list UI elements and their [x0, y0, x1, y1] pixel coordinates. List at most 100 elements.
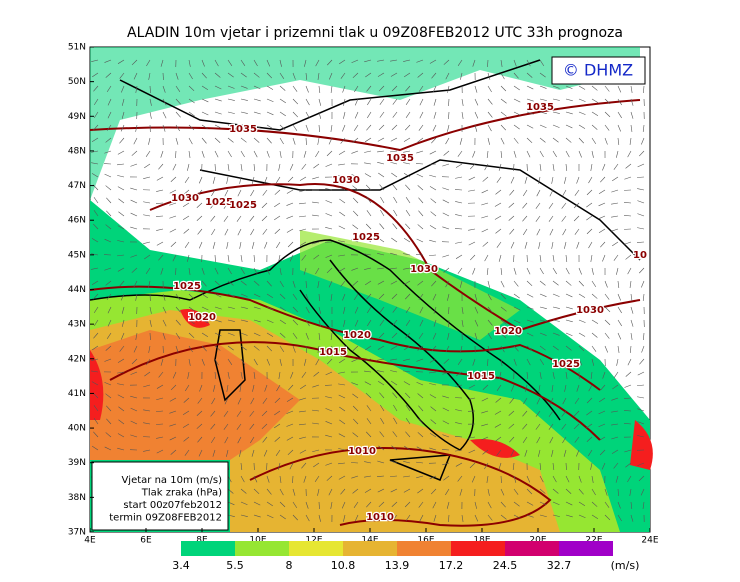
wind-arrow	[392, 98, 398, 105]
wind-arrow	[251, 241, 255, 249]
wind-arrow	[266, 488, 272, 495]
wind-arrow	[600, 384, 606, 391]
wind-arrow	[573, 423, 580, 430]
wind-arrow	[117, 59, 125, 64]
wind-arrow	[366, 210, 372, 217]
wind-arrow	[172, 254, 177, 262]
wind-arrow	[548, 410, 554, 417]
wind-arrow	[364, 238, 372, 243]
wind-arrow	[214, 254, 216, 263]
wind-arrow	[183, 189, 190, 195]
wind-arrow	[405, 514, 411, 521]
wind-arrow	[318, 306, 322, 314]
wind-arrow	[201, 137, 207, 144]
wind-arrow	[253, 111, 261, 115]
wind-arrow	[630, 306, 634, 314]
wind-arrow	[391, 501, 398, 507]
wind-arrow	[352, 405, 359, 412]
coastline	[89, 239, 561, 421]
wind-arrow	[624, 202, 632, 204]
wind-arrow	[598, 202, 606, 207]
wind-arrow	[305, 501, 309, 509]
wind-arrow	[602, 371, 606, 379]
wind-arrow	[279, 319, 287, 325]
wind-arrow	[526, 293, 534, 298]
wind-arrow	[552, 371, 555, 379]
wind-arrow	[617, 345, 620, 353]
wind-arrow	[292, 124, 298, 131]
wind-arrow	[586, 436, 593, 442]
wind-arrow	[418, 85, 424, 92]
wind-arrow	[565, 514, 573, 518]
wind-arrow	[526, 267, 531, 275]
wind-arrow	[253, 163, 255, 171]
wind-arrow	[539, 345, 546, 351]
wind-arrow	[287, 241, 294, 248]
wind-arrow	[214, 332, 222, 337]
lon-label: 12E	[305, 536, 322, 546]
wind-arrow	[404, 501, 411, 508]
wind-arrow	[403, 238, 411, 243]
wind-arrow	[551, 176, 554, 184]
wind-arrow	[92, 184, 99, 191]
wind-arrow	[105, 393, 112, 399]
wind-arrow	[240, 319, 248, 322]
wind-arrow	[188, 345, 193, 353]
wind-arrow	[598, 397, 606, 403]
wind-arrow	[481, 423, 489, 427]
wind-arrow	[325, 396, 333, 399]
wind-arrow	[487, 306, 493, 313]
wind-arrow	[279, 124, 286, 130]
wind-arrow	[292, 332, 298, 339]
wind-arrow	[538, 176, 541, 184]
wind-arrow	[199, 384, 203, 392]
wind-arrow	[121, 85, 125, 93]
wind-arrow	[523, 397, 528, 405]
wind-arrow	[131, 267, 138, 273]
wind-arrow	[240, 163, 243, 171]
wind-arrow	[196, 202, 203, 208]
wind-arrow	[117, 433, 125, 438]
wind-arrow	[236, 423, 242, 430]
isobar-label: 1030	[171, 193, 199, 204]
wind-arrow	[484, 163, 489, 171]
wind-arrow	[378, 501, 385, 508]
wind-arrow	[391, 332, 398, 339]
wind-arrow	[378, 293, 385, 300]
wind-field	[180, 309, 210, 328]
wind-arrow	[196, 423, 203, 429]
wind-arrow	[107, 306, 112, 314]
wind-arrow	[377, 380, 385, 386]
wind-arrow	[253, 514, 261, 518]
wind-arrow	[612, 384, 619, 390]
wind-arrow	[188, 280, 193, 288]
wind-arrow	[600, 176, 606, 183]
wind-arrow	[500, 332, 507, 339]
wind-arrow	[121, 332, 125, 340]
wind-arrow	[338, 433, 346, 438]
wind-arrow	[201, 280, 207, 287]
wind-arrow	[352, 432, 359, 438]
wind-arrow	[405, 197, 411, 204]
wind-arrow	[455, 163, 463, 168]
wind-arrow	[392, 392, 398, 399]
wind-arrow	[448, 111, 450, 120]
wind-arrow	[201, 293, 208, 299]
wind-arrow	[588, 449, 593, 457]
wind-arrow	[240, 137, 247, 143]
wind-arrow	[261, 423, 268, 430]
wind-arrow	[352, 210, 359, 217]
wind-arrow	[91, 238, 99, 243]
colorbar-label: 13.9	[385, 559, 410, 572]
wind-arrow	[317, 137, 320, 145]
wind-arrow	[536, 189, 541, 197]
wind-arrow	[364, 280, 372, 286]
wind-arrow	[318, 124, 320, 132]
wind-arrow	[498, 462, 502, 470]
wind-arrow	[276, 176, 281, 184]
wind-arrow	[162, 111, 167, 119]
wind-arrow	[523, 228, 528, 236]
wind-arrow	[201, 319, 209, 324]
wind-arrow	[279, 267, 282, 275]
wind-arrow	[586, 215, 593, 221]
